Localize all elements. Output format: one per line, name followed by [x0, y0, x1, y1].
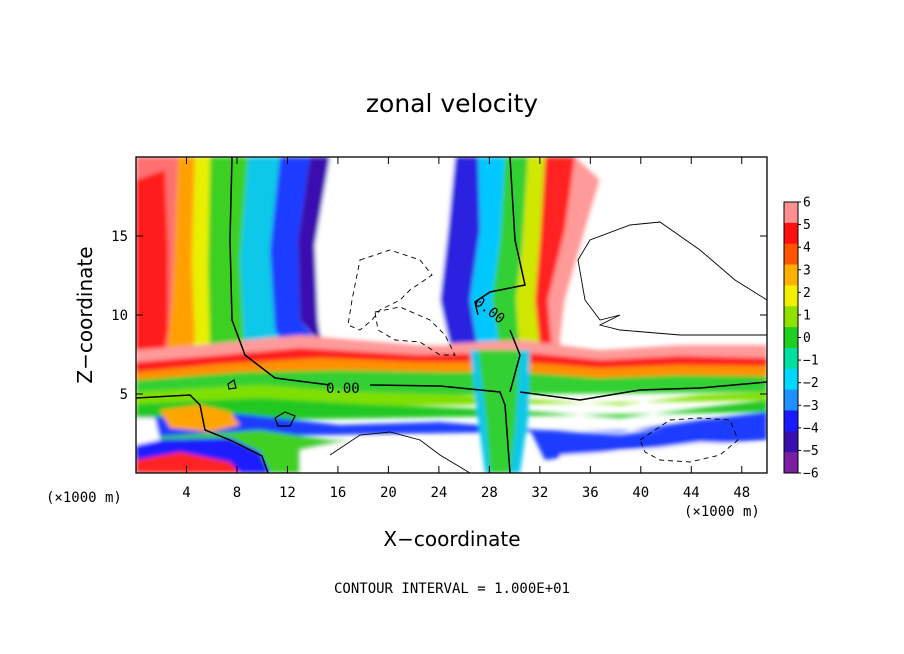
- colorbar-swatch: [784, 222, 798, 245]
- field-band-red-left-inner: [136, 170, 168, 372]
- y-tick-label: 10: [111, 308, 128, 324]
- y-tick-label: 15: [111, 229, 128, 245]
- colorbar-tick-label: −6: [803, 467, 819, 482]
- y-axis: 5 10 15: [111, 229, 767, 403]
- colorbar-tick-label: 0: [803, 331, 811, 346]
- field-band-red-center: [535, 157, 575, 350]
- colorbar-tick-label: −4: [803, 421, 819, 436]
- contour-negative-inner: [374, 306, 456, 356]
- colorbar-tick-label: 5: [803, 218, 811, 233]
- x-tick-label: 8: [233, 485, 241, 501]
- colorbar-tick-label: −1: [803, 354, 819, 369]
- field-white-lower-right: [560, 442, 767, 473]
- x-tick-label: 48: [733, 485, 750, 501]
- colorbar-swatch: [784, 264, 798, 286]
- field-band-blue-lower-right: [530, 418, 767, 460]
- contour-small-loop-1: [274, 411, 296, 427]
- x-tick-label: 20: [380, 485, 397, 501]
- field-band-yellow-center: [516, 157, 545, 355]
- colorbar-tick-label: 2: [803, 286, 811, 301]
- colorbar-tick-label: 6: [803, 196, 811, 211]
- x-unit-right: (×1000 m): [684, 504, 760, 520]
- x-unit-left: (×1000 m): [46, 490, 122, 506]
- x-axis: 4 8 12 16 20 24 28 32 36 40 44 48: [182, 157, 750, 501]
- colorbar-swatch: [784, 306, 798, 328]
- field-band-cyan-center: [470, 157, 505, 350]
- colorbar-tick-label: 1: [803, 308, 811, 323]
- chart-title: zonal velocity: [366, 89, 538, 118]
- x-axis-title: X−coordinate: [383, 527, 520, 551]
- colorbar-swatch: [784, 347, 798, 370]
- y-axis-title: Z−coordinate: [73, 246, 97, 383]
- colorbar-swatch: [784, 452, 798, 474]
- contour-interval-note: CONTOUR INTERVAL = 1.000E+01: [334, 581, 570, 597]
- colorbar-swatch: [784, 285, 798, 307]
- velocity-field: 0.00 0.00: [136, 157, 767, 473]
- field-band-green-vertical: [478, 350, 520, 473]
- field-band-blue-center: [440, 157, 480, 350]
- contour-positive-lower-center: [329, 431, 471, 473]
- colorbar-swatch: [784, 431, 798, 453]
- field-band-red-lower-left: [136, 452, 240, 473]
- contour-zero-right: [519, 381, 767, 401]
- x-tick-label: 36: [582, 485, 599, 501]
- colorbar-swatch: [784, 389, 798, 411]
- field-band-yellow-left: [182, 157, 210, 380]
- contour-zero-center: [474, 157, 526, 393]
- colorbar-swatch: [784, 410, 798, 432]
- field-band-purple-left: [298, 157, 330, 345]
- x-tick-label: 32: [531, 485, 548, 501]
- field-band-orange-left: [165, 157, 195, 372]
- field-white-upper-right: [560, 157, 767, 345]
- field-band-orange-patch: [160, 405, 240, 432]
- y-tick-label: 5: [120, 387, 128, 403]
- colorbar-tick-label: −3: [803, 399, 819, 414]
- x-tick-label: 16: [329, 485, 346, 501]
- contour-positive-upper-right: [577, 221, 767, 336]
- contour-zero-lower: [136, 394, 269, 473]
- colorbar-swatch: [784, 327, 798, 349]
- field-band-blue-left: [270, 157, 320, 362]
- colorbar-tick-label: 4: [803, 241, 811, 256]
- field-band-pink-center: [548, 157, 600, 350]
- contour-zero-left: [229, 157, 511, 473]
- colorbar-swatch: [784, 202, 798, 224]
- x-tick-label: 28: [481, 485, 498, 501]
- field-band-cyan-left: [240, 157, 295, 375]
- field-band-blue-mid: [136, 412, 767, 438]
- field-white-left-bottom: [136, 418, 160, 445]
- field-band-green-left: [205, 157, 265, 388]
- colorbar-tick-label: −2: [803, 376, 819, 391]
- colorbar-tick-label: 3: [803, 263, 811, 278]
- field-band-green-center: [492, 157, 528, 355]
- contour-label-mid: 0.00: [326, 381, 360, 397]
- contour-small-loop-2: [227, 379, 237, 390]
- x-tick-label: 12: [279, 485, 296, 501]
- colorbar-tick-label: −5: [803, 444, 819, 459]
- colorbar-swatch: [784, 243, 798, 266]
- contour-negative-lower-right: [639, 417, 739, 463]
- contour-negative-upper: [347, 249, 433, 331]
- field-white-upper-center: [315, 157, 455, 345]
- x-tick-label: 24: [430, 485, 447, 501]
- x-tick-label: 44: [683, 485, 700, 501]
- x-tick-label: 40: [632, 485, 649, 501]
- colorbar: 6 5 4 3 2 1 0 −1 −2 −3 −4 −5 −6: [783, 196, 819, 482]
- colorbar-swatch: [784, 368, 798, 391]
- x-tick-label: 4: [182, 485, 190, 501]
